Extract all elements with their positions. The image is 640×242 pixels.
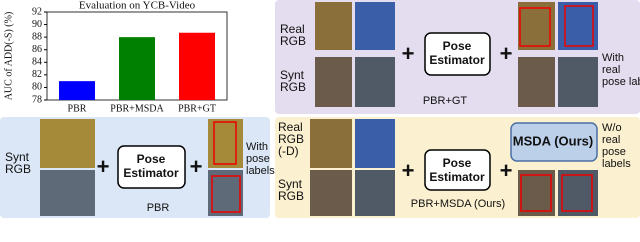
bar (59, 81, 95, 100)
bar (119, 37, 155, 100)
estimator-label-line: Estimator (123, 166, 179, 180)
estimator-label: Pose Estimator (123, 152, 179, 180)
estimator-label-line: Estimator (429, 53, 485, 67)
x-tick-label: PBR+MSDA (110, 103, 164, 114)
real-label: Real RGB (280, 22, 306, 48)
plus-sign: + (500, 41, 513, 66)
y-tick-label: 90 (32, 19, 42, 30)
synt-label-line: Synt (280, 68, 305, 82)
images (40, 2, 598, 216)
estimator-box (424, 32, 491, 76)
labels-note-line: pose (246, 153, 270, 165)
estimator-label-line: Pose (443, 156, 472, 170)
labels-note-line: W/o (602, 122, 622, 134)
x-tick-label: PBR+GT (178, 103, 216, 114)
y-tick-label: 88 (32, 31, 42, 42)
plus-sign: + (402, 41, 415, 66)
real-label: Real RGB (-D) (278, 120, 304, 158)
labels-note-line: pose (602, 146, 626, 158)
labels-note-line: With (602, 52, 624, 64)
labels-note: With pose labels (246, 141, 275, 177)
plus-sign: + (190, 154, 203, 179)
estimator-box (424, 149, 491, 191)
msda-box (510, 122, 598, 162)
labels-note-line: real (602, 64, 620, 76)
real-label-line: RGB (280, 34, 306, 48)
synt-label-line: RGB (278, 189, 304, 203)
real-label-line: (-D) (278, 144, 299, 158)
plus-sign: + (97, 154, 110, 179)
caption: PBR+MSDA (Ours) (411, 198, 505, 210)
synt-label-line: Synt (5, 150, 30, 164)
x-tick-label: PBR (68, 103, 87, 114)
synt-label-line: RGB (280, 80, 306, 94)
estimator-label-line: Pose (443, 39, 472, 53)
caption: PBR (147, 202, 170, 214)
labels-note-line: labels (602, 158, 631, 170)
synt-label-line: RGB (5, 162, 31, 176)
labels-note-line: real (602, 134, 620, 146)
synt-label: Synt RGB (280, 68, 306, 94)
labels-note-line: labels (246, 165, 275, 177)
synt-label-line: Synt (278, 177, 303, 191)
estimator-label-line: Estimator (429, 170, 485, 184)
real-label-line: Real (280, 22, 305, 36)
y-tick-label: 84 (32, 57, 42, 68)
y-tick-label: 82 (32, 69, 42, 80)
synt-label: Synt RGB (278, 177, 304, 203)
msda-label: MSDA (Ours) (513, 133, 593, 148)
synt-label: Synt RGB (5, 150, 31, 176)
real-label-line: Real (278, 120, 303, 134)
labels-note: W/o real pose labels (602, 122, 631, 170)
y-tick-label: 92 (32, 6, 42, 17)
bar (179, 32, 215, 100)
estimator-label-line: Pose (137, 152, 166, 166)
caption: PBR+GT (423, 95, 468, 107)
y-tick-label: 86 (32, 44, 42, 55)
plus-sign: + (402, 158, 415, 183)
estimator-label: Pose Estimator (429, 39, 485, 67)
chart-title: Evaluation on YCB-Video (79, 0, 196, 12)
estimator-box (117, 145, 186, 189)
labels-note-line: pose labels (602, 76, 640, 88)
y-tick-label: 80 (32, 82, 42, 93)
labels-note-line: With (246, 141, 268, 153)
real-label-line: RGB (278, 132, 304, 146)
y-axis-label: AUC of ADD(-S) (%) (3, 12, 14, 101)
y-tick-label: 78 (32, 94, 42, 105)
plus-sign: + (500, 158, 513, 183)
estimator-label: Pose Estimator (429, 156, 485, 184)
